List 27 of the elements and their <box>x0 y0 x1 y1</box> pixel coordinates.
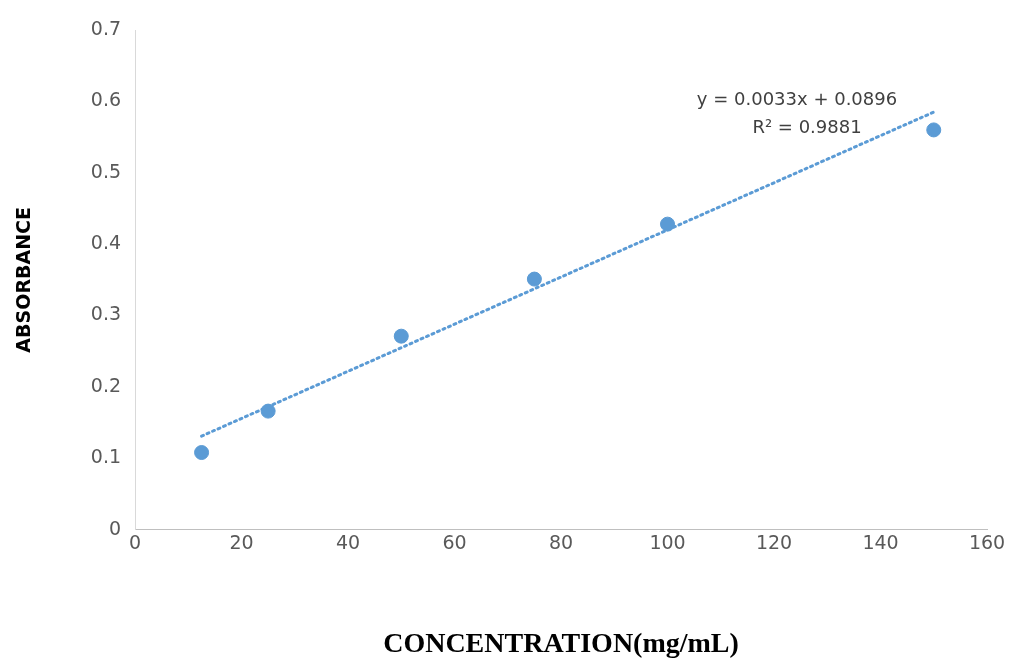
y-tick-label: 0.6 <box>90 88 122 111</box>
x-tick-label: 120 <box>755 530 793 553</box>
annotation: R² = 0.9881 <box>752 115 862 137</box>
annotation: y = 0.0033x + 0.0896 <box>696 87 898 109</box>
point <box>260 403 276 419</box>
y-tick-label: 0.1 <box>90 445 122 468</box>
x-tick-label: 80 <box>548 530 574 553</box>
x-tick-label: 40 <box>335 530 361 553</box>
point <box>660 216 676 232</box>
x-tick-label: 140 <box>862 530 899 553</box>
y-tick-label: 0.5 <box>90 159 122 182</box>
y-tick-label: 0.3 <box>90 302 122 325</box>
point <box>393 328 409 344</box>
x-tick-label: 100 <box>649 530 686 553</box>
x-tick-label: 160 <box>968 530 1006 553</box>
y-tick-label: 0 <box>108 516 122 539</box>
x-tick-label: 0 <box>128 530 142 553</box>
x-tick-label: 20 <box>229 530 254 553</box>
y-tick-label: 0.4 <box>90 231 122 254</box>
y-axis-title: ABSORBANCE <box>12 206 35 353</box>
y-tick-label: 0.2 <box>90 373 122 396</box>
point <box>194 445 210 461</box>
x-axis-title: CONCENTRATION(mg/mL) <box>383 627 739 659</box>
point <box>926 122 942 138</box>
x-tick-label: 60 <box>442 530 467 553</box>
point <box>526 271 542 287</box>
y-tick-label: 0.7 <box>90 16 122 39</box>
